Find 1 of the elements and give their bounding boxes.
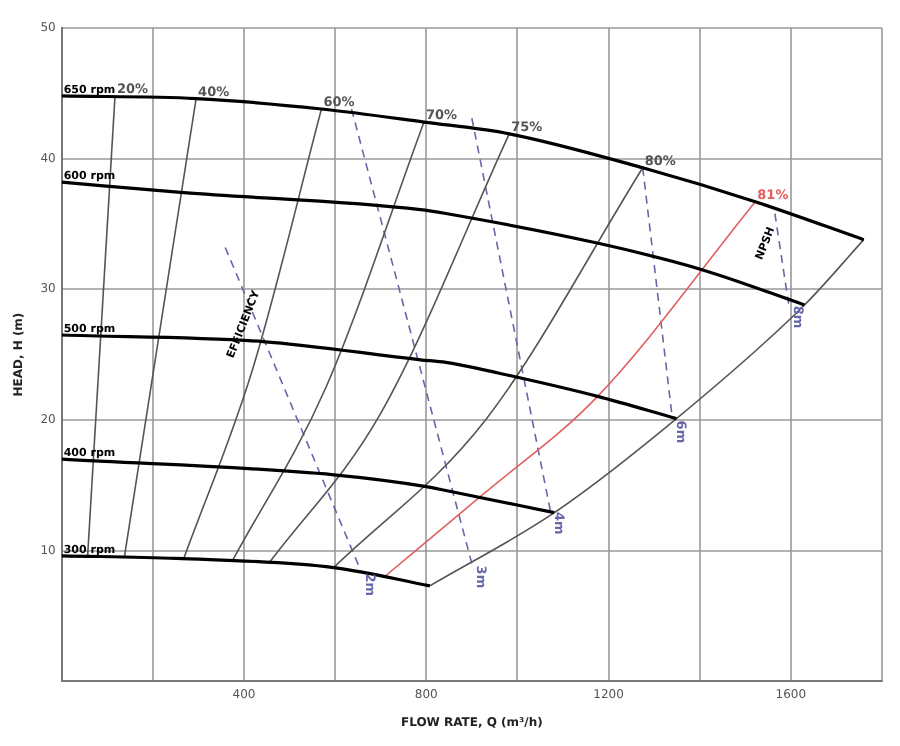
line-series — [61, 457, 556, 515]
